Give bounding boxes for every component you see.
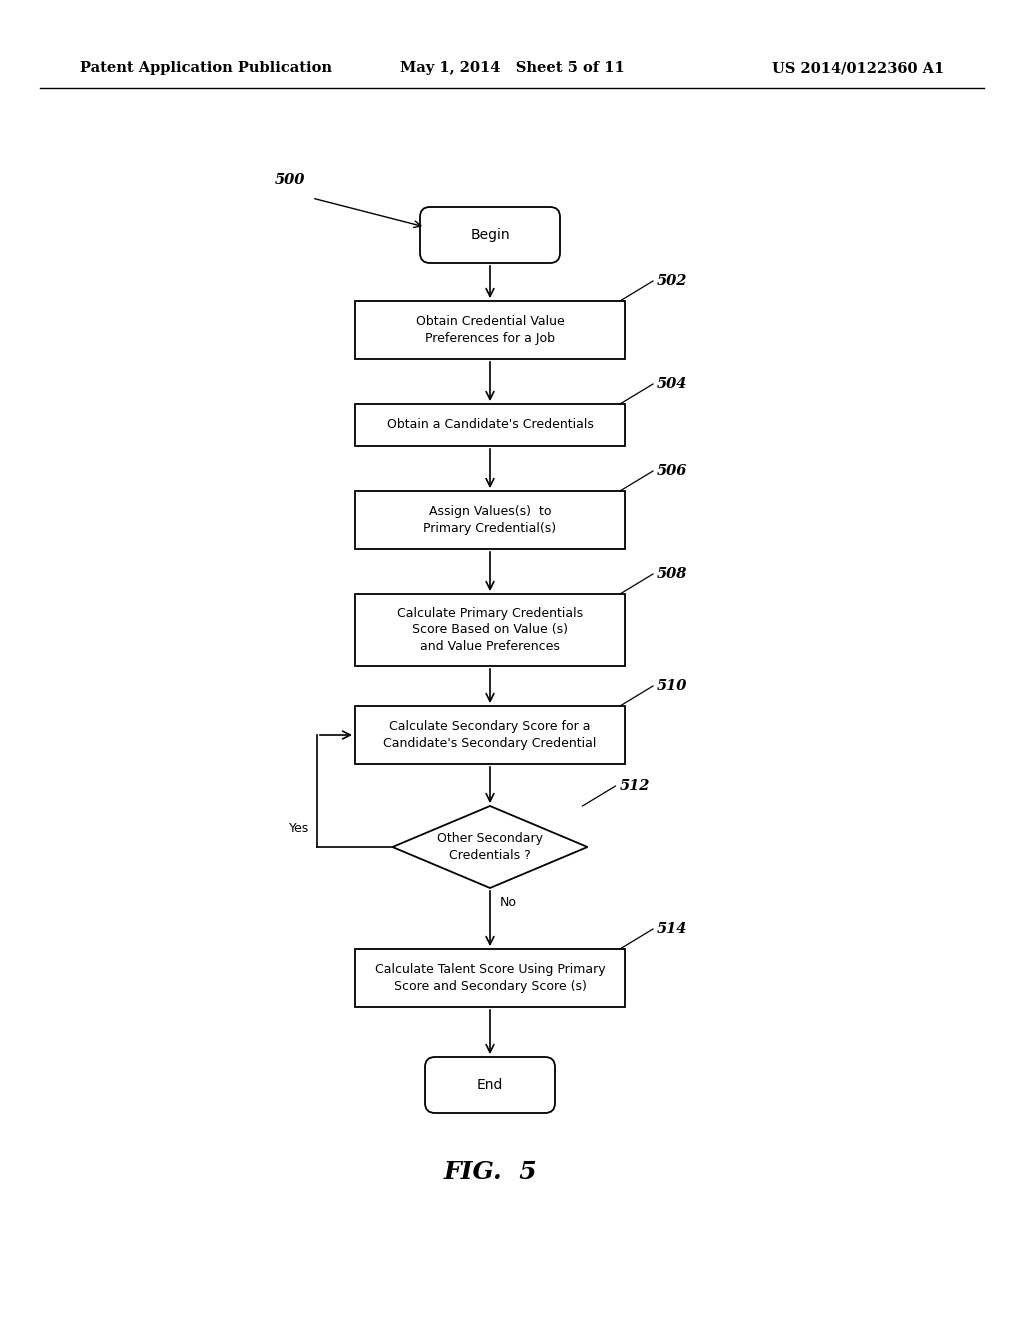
Bar bbox=[355, 404, 625, 446]
Text: Assign Values(s)  to
Primary Credential(s): Assign Values(s) to Primary Credential(s… bbox=[424, 506, 557, 535]
Text: 508: 508 bbox=[657, 568, 687, 581]
Text: Begin: Begin bbox=[470, 228, 510, 242]
Text: 512: 512 bbox=[620, 779, 650, 793]
Text: 502: 502 bbox=[657, 275, 687, 288]
Text: 514: 514 bbox=[657, 921, 687, 936]
Text: 504: 504 bbox=[657, 378, 687, 391]
Text: Calculate Talent Score Using Primary
Score and Secondary Score (s): Calculate Talent Score Using Primary Sco… bbox=[375, 964, 605, 993]
Text: Calculate Secondary Score for a
Candidate's Secondary Credential: Calculate Secondary Score for a Candidat… bbox=[383, 719, 597, 750]
Text: Obtain a Candidate's Credentials: Obtain a Candidate's Credentials bbox=[387, 418, 594, 432]
Text: 506: 506 bbox=[657, 465, 687, 478]
Text: May 1, 2014   Sheet 5 of 11: May 1, 2014 Sheet 5 of 11 bbox=[399, 61, 625, 75]
Text: Obtain Credential Value
Preferences for a Job: Obtain Credential Value Preferences for … bbox=[416, 315, 564, 345]
FancyBboxPatch shape bbox=[420, 207, 560, 263]
Text: End: End bbox=[477, 1078, 503, 1092]
FancyBboxPatch shape bbox=[425, 1057, 555, 1113]
Text: Calculate Primary Credentials
Score Based on Value (s)
and Value Preferences: Calculate Primary Credentials Score Base… bbox=[397, 606, 583, 653]
Bar bbox=[355, 949, 625, 1007]
Text: No: No bbox=[500, 896, 517, 909]
Text: Yes: Yes bbox=[289, 822, 309, 836]
Text: Other Secondary
Credentials ?: Other Secondary Credentials ? bbox=[437, 832, 543, 862]
Bar bbox=[355, 706, 625, 764]
Text: 510: 510 bbox=[657, 678, 687, 693]
Bar bbox=[355, 594, 625, 667]
Bar bbox=[355, 491, 625, 549]
Polygon shape bbox=[392, 807, 588, 888]
Text: Patent Application Publication: Patent Application Publication bbox=[80, 61, 332, 75]
Text: FIG.  5: FIG. 5 bbox=[443, 1160, 537, 1184]
Bar bbox=[355, 301, 625, 359]
Text: 500: 500 bbox=[274, 173, 305, 187]
Text: US 2014/0122360 A1: US 2014/0122360 A1 bbox=[772, 61, 944, 75]
